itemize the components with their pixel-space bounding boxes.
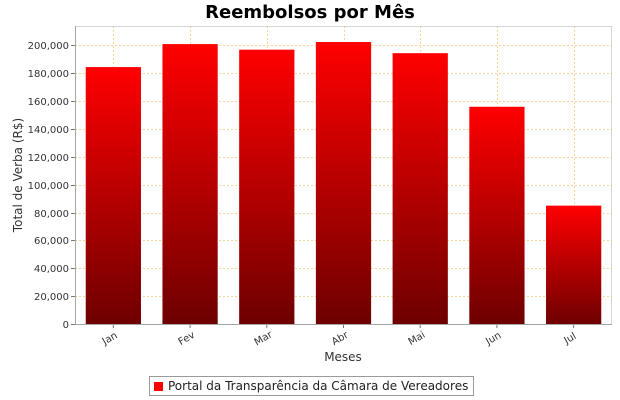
bar-jun <box>469 106 525 324</box>
bar-jan <box>85 67 141 324</box>
x-axis-label: Meses <box>324 350 362 364</box>
chart-title: Reembolsos por Mês <box>205 2 415 23</box>
y-tick-label: 100,000 <box>28 181 69 192</box>
y-axis-label: Total de Verba (R$) <box>11 118 25 233</box>
y-tick-label: 80,000 <box>34 209 69 220</box>
bar-mar <box>239 49 295 324</box>
legend-label: Portal da Transparência da Câmara de Ver… <box>168 379 469 393</box>
x-tick-label: Mai <box>407 330 428 348</box>
x-tick-label: Jun <box>483 330 503 348</box>
y-tick-label: 200,000 <box>28 41 69 52</box>
x-tick-label: Jan <box>100 330 120 348</box>
y-tick-label: 140,000 <box>28 125 69 136</box>
bars-layer <box>85 42 602 325</box>
y-tick-label: 60,000 <box>34 236 69 247</box>
x-tick-label: Fev <box>177 330 198 348</box>
y-tick-label: 120,000 <box>28 153 69 164</box>
bar-fev <box>162 44 218 324</box>
bar-jul <box>546 205 602 324</box>
bar-mai <box>392 53 448 324</box>
x-tick-label: Abr <box>330 329 351 348</box>
y-tick-label: 20,000 <box>34 292 69 303</box>
y-tick-label: 0 <box>63 320 69 331</box>
legend-swatch <box>154 381 163 391</box>
legend: Portal da Transparência da Câmara de Ver… <box>149 376 475 396</box>
y-tick-label: 160,000 <box>28 97 69 108</box>
y-tick-label: 40,000 <box>34 264 69 275</box>
x-tick-label: Jul <box>562 331 579 347</box>
x-tick-label: Mar <box>253 329 276 348</box>
y-tick-label: 180,000 <box>28 69 69 80</box>
plot-border <box>75 26 612 325</box>
bar-abr <box>315 42 372 325</box>
